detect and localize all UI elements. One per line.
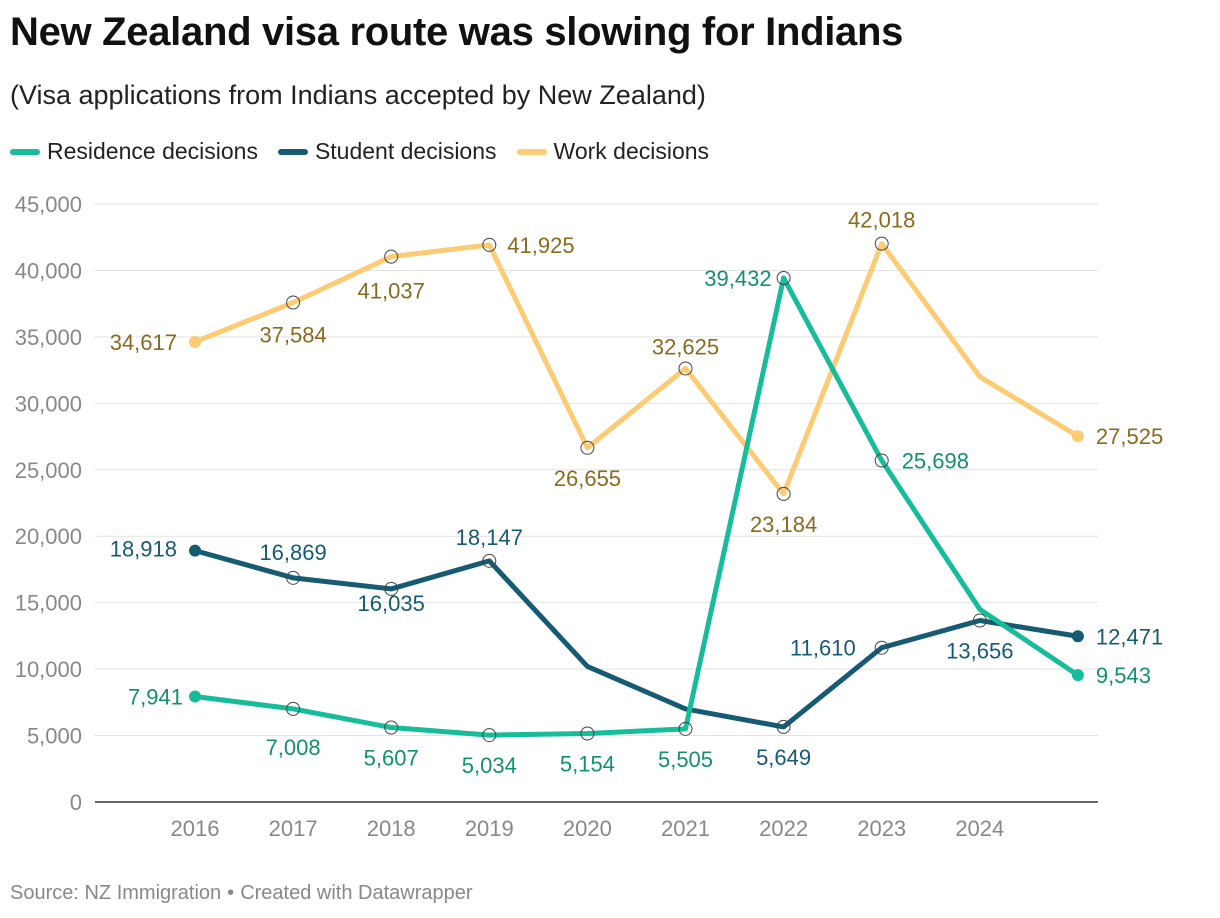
data-point xyxy=(874,236,889,251)
data-point xyxy=(384,581,399,596)
chart-title: New Zealand visa route was slowing for I… xyxy=(10,10,904,54)
data-point xyxy=(482,553,497,568)
data-label: 11,610 xyxy=(790,636,856,661)
series-line xyxy=(192,241,1081,497)
data-point xyxy=(580,726,595,741)
data-label: 7,941 xyxy=(128,684,183,709)
x-tick-label: 2016 xyxy=(171,816,220,841)
y-tick-label: 40,000 xyxy=(15,258,82,283)
data-label: 7,008 xyxy=(266,735,321,760)
data-label: 27,525 xyxy=(1096,424,1163,449)
legend-label-student: Student decisions xyxy=(314,138,497,164)
data-label: 41,925 xyxy=(507,233,574,258)
footer-separator: • xyxy=(227,882,235,904)
data-point xyxy=(189,335,201,348)
x-tick-label: 2022 xyxy=(759,816,808,841)
data-label: 18,147 xyxy=(456,525,523,550)
y-tick-label: 0 xyxy=(70,790,82,815)
data-point xyxy=(189,544,201,557)
data-label: 5,505 xyxy=(658,747,713,772)
x-tick-label: 2017 xyxy=(269,816,318,841)
legend-item-work: Work decisions xyxy=(516,138,710,165)
data-label: 16,869 xyxy=(259,540,326,565)
data-point xyxy=(1071,430,1084,443)
data-point xyxy=(972,613,987,628)
legend-item-residence: Residence decisions xyxy=(10,138,258,165)
y-tick-label: 10,000 xyxy=(15,657,82,682)
series-line xyxy=(192,275,1081,738)
data-point xyxy=(580,440,595,455)
data-label: 26,655 xyxy=(554,466,621,491)
data-label: 12,471 xyxy=(1096,624,1163,649)
data-point xyxy=(678,361,693,376)
data-label: 5,607 xyxy=(364,745,419,770)
y-tick-label: 25,000 xyxy=(15,458,82,483)
y-tick-label: 35,000 xyxy=(15,325,82,350)
source-note: Source: NZ Immigration xyxy=(10,882,222,904)
data-point xyxy=(776,486,791,501)
data-label: 39,432 xyxy=(704,266,771,291)
legend-label-residence: Residence decisions xyxy=(47,138,258,164)
data-point xyxy=(678,721,693,736)
data-point xyxy=(874,640,889,655)
data-point xyxy=(874,453,889,468)
data-point xyxy=(384,720,399,735)
x-tick-label: 2023 xyxy=(857,816,906,841)
data-label: 18,918 xyxy=(110,537,177,562)
legend-label-work: Work decisions xyxy=(553,138,710,164)
credit-note: Created with Datawrapper xyxy=(240,882,473,904)
x-tick-label: 2021 xyxy=(661,816,710,841)
x-tick-label: 2024 xyxy=(955,816,1004,841)
data-point xyxy=(286,570,301,585)
data-label: 42,018 xyxy=(848,208,915,233)
data-point xyxy=(1071,669,1084,682)
y-tick-label: 5,000 xyxy=(27,724,82,749)
data-point xyxy=(286,295,301,310)
data-point xyxy=(776,719,791,734)
legend-swatch-work xyxy=(516,148,547,155)
legend-item-student: Student decisions xyxy=(277,138,497,165)
data-label: 25,698 xyxy=(902,449,969,474)
data-label: 5,649 xyxy=(756,745,811,770)
legend-swatch-residence xyxy=(10,148,40,155)
y-tick-label: 30,000 xyxy=(15,391,82,416)
data-label: 5,154 xyxy=(560,752,615,777)
chart-subtitle: (Visa applications from Indians accepted… xyxy=(10,80,706,110)
series-line xyxy=(192,548,1081,730)
data-point xyxy=(286,701,301,716)
data-point xyxy=(189,690,201,703)
data-point xyxy=(776,270,791,285)
x-tick-label: 2018 xyxy=(367,816,416,841)
y-tick-label: 20,000 xyxy=(15,524,82,549)
data-label: 13,656 xyxy=(946,639,1013,664)
data-point xyxy=(482,728,497,743)
legend: Residence decisions Student decisions Wo… xyxy=(10,138,729,165)
data-point xyxy=(384,249,399,264)
data-label: 41,037 xyxy=(358,279,425,304)
footer: Source: NZ Immigration • Created with Data… xyxy=(10,882,473,905)
x-tick-label: 2019 xyxy=(465,816,514,841)
x-tick-label: 2020 xyxy=(563,816,612,841)
y-tick-label: 45,000 xyxy=(15,192,82,217)
data-label: 37,584 xyxy=(259,323,326,348)
data-label: 9,543 xyxy=(1096,663,1151,688)
data-point xyxy=(482,237,497,252)
data-label: 16,035 xyxy=(358,591,425,616)
data-label: 34,617 xyxy=(110,330,177,355)
data-label: 23,184 xyxy=(750,512,817,537)
y-tick-label: 15,000 xyxy=(15,591,82,616)
data-point xyxy=(1071,630,1084,643)
data-label: 32,625 xyxy=(652,334,719,359)
legend-swatch-student xyxy=(277,148,308,155)
data-label: 5,034 xyxy=(462,753,517,778)
